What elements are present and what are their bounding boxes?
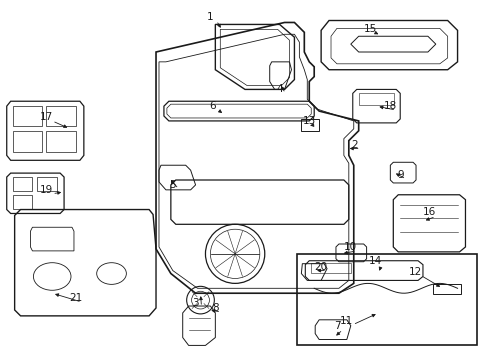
Bar xyxy=(46,131,76,152)
Bar xyxy=(359,93,394,105)
Bar xyxy=(301,119,319,131)
Text: 15: 15 xyxy=(364,24,377,34)
Bar xyxy=(433,284,461,294)
Text: 16: 16 xyxy=(423,207,437,217)
Text: 3: 3 xyxy=(192,298,199,308)
Bar xyxy=(37,177,57,191)
Text: 5: 5 xyxy=(170,180,176,190)
Text: 18: 18 xyxy=(384,101,397,111)
Text: 17: 17 xyxy=(40,112,53,122)
Text: 13: 13 xyxy=(303,116,316,126)
Bar xyxy=(13,195,32,208)
Text: 1: 1 xyxy=(207,12,214,22)
Text: 9: 9 xyxy=(397,170,404,180)
Text: 12: 12 xyxy=(409,266,422,276)
Text: 11: 11 xyxy=(340,316,353,326)
Text: 21: 21 xyxy=(69,293,82,303)
Text: 19: 19 xyxy=(40,185,53,195)
Bar xyxy=(13,131,42,152)
Text: 20: 20 xyxy=(315,262,328,272)
Text: 8: 8 xyxy=(212,303,219,313)
Text: 2: 2 xyxy=(351,140,358,149)
Text: 4: 4 xyxy=(276,84,283,94)
Text: 7: 7 xyxy=(334,321,340,331)
Bar xyxy=(13,106,42,126)
Text: 10: 10 xyxy=(344,242,357,252)
Bar xyxy=(311,263,351,273)
Bar xyxy=(46,106,76,126)
Bar xyxy=(13,177,32,191)
Text: 14: 14 xyxy=(369,256,382,266)
Text: 6: 6 xyxy=(209,101,216,111)
